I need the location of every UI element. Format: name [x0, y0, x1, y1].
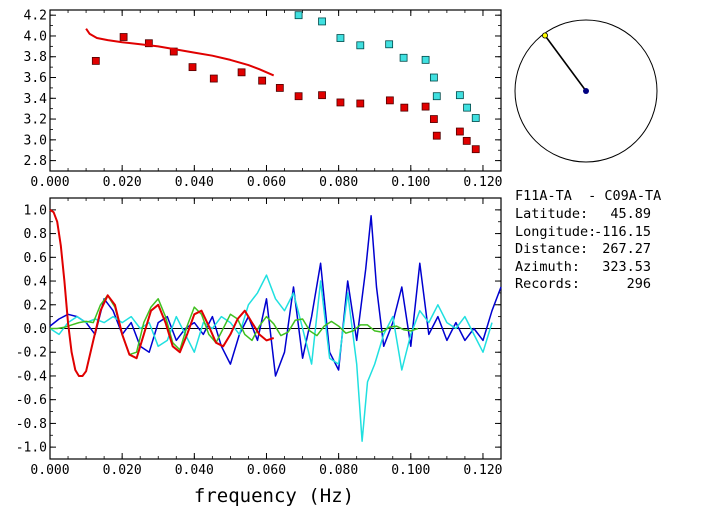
top-y-tick-label: 3.8: [24, 50, 47, 65]
top-x-tick-label: 0.100: [391, 175, 430, 190]
cyan-square-point: [385, 40, 394, 49]
bottom-x-tick-label: 0.000: [30, 463, 69, 478]
top-plot-frame: [49, 9, 502, 172]
compass-tip-marker: [542, 32, 549, 39]
red-square-point: [385, 96, 394, 105]
cyan-square-point: [455, 91, 464, 100]
x-axis-title: frequency (Hz): [194, 485, 354, 507]
latitude-value: 45.89: [610, 206, 651, 222]
cyan-square-point: [356, 41, 365, 50]
red-square-point: [336, 98, 345, 107]
longitude-value: -116.15: [594, 224, 651, 240]
red-square-point: [275, 84, 284, 92]
red-square-point: [432, 131, 441, 140]
station-pair: F11A-TA - C09A-TA: [515, 188, 661, 204]
bottom-ticks: 0.000 0.020 0.040 0.060 0.080 0.100 0.120 1.0 0.…: [16, 197, 503, 478]
compass-center-dot: [583, 88, 589, 94]
red-square-point: [294, 92, 303, 101]
red-square-point: [258, 76, 267, 85]
red-square-point: [356, 99, 365, 108]
red-square-point: [421, 102, 430, 111]
bottom-x-tick-label: 0.100: [391, 463, 430, 478]
cyan-square-point: [421, 55, 430, 64]
bottom-y-tick-label: -0.4: [16, 369, 47, 384]
red-square-point: [237, 68, 246, 77]
top-y-tick-label: 4.2: [24, 9, 47, 24]
top-y-tick-label: 4.0: [24, 29, 47, 44]
top-y-tick-label: 3.2: [24, 113, 47, 128]
top-y-tick-label: 3.6: [24, 71, 47, 86]
compass-needle: [544, 35, 587, 92]
bottom-y-tick-label: -0.8: [16, 417, 47, 432]
bottom-y-tick-label: 0.6: [24, 251, 47, 266]
bottom-x-tick-label: 0.080: [319, 463, 358, 478]
cyan-series-line: [49, 274, 493, 442]
top-x-tick-label: 0.120: [463, 175, 502, 190]
blue-series-line: [49, 215, 502, 377]
red-square-point: [400, 103, 409, 112]
cyan-square-point: [336, 34, 345, 42]
distance-value: 267.27: [602, 241, 651, 257]
red-series-line: [49, 209, 275, 377]
bottom-y-tick-label: -0.6: [16, 393, 47, 408]
top-y-tick-label: 3.4: [24, 92, 48, 107]
top-y-tick-label: 2.8: [24, 154, 47, 169]
red-square-point: [91, 56, 100, 65]
azimuth-compass: [514, 19, 658, 163]
bottom-y-tick-label: 0.0: [24, 322, 47, 337]
cyan-square-point: [399, 53, 408, 62]
top-x-tick-label: 0.040: [175, 175, 214, 190]
distance-label: Distance:: [515, 241, 588, 257]
bottom-x-tick-label: 0.120: [463, 463, 502, 478]
red-square-point: [119, 33, 128, 41]
bottom-x-tick-label: 0.020: [103, 463, 142, 478]
bottom-y-tick-label: -0.2: [16, 346, 47, 361]
red-square-point: [209, 74, 218, 83]
red-square-point: [429, 115, 438, 123]
records-value: 296: [627, 276, 651, 292]
records-label: Records:: [515, 276, 580, 292]
top-x-tick-label: 0.000: [30, 175, 69, 190]
cyan-square-point: [463, 103, 471, 112]
top-x-tick-label: 0.080: [319, 175, 358, 190]
azimuth-label: Azimuth:: [515, 259, 580, 275]
cyan-square-point: [471, 114, 480, 122]
compass-circle: [514, 19, 658, 163]
bottom-x-tick-label: 0.060: [247, 463, 286, 478]
red-square-point: [188, 63, 197, 72]
bottom-y-tick-label: 0.2: [24, 298, 47, 313]
red-square-point: [318, 91, 326, 100]
red-curve-series-line: [85, 28, 275, 77]
longitude-label: Longitude:: [515, 224, 596, 240]
azimuth-value: 323.53: [602, 259, 651, 275]
red-square-point: [144, 39, 153, 48]
top-panel: 0.000 0.020 0.040 0.060 0.080 0.100 0.120 2.8 3.…: [24, 9, 503, 190]
latitude-label: Latitude:: [515, 206, 588, 222]
bottom-y-tick-label: -1.0: [16, 441, 47, 456]
top-ticks: 0.000 0.020 0.040 0.060 0.080 0.100 0.120 2.8 3.…: [24, 9, 503, 190]
cyan-square-point: [429, 73, 438, 82]
cyan-square-point: [318, 17, 326, 26]
station-info: F11A-TA - C09A-TA Latitude: 45.89 Longit…: [515, 188, 661, 292]
bottom-panel: 0.000 0.020 0.040 0.060 0.080 0.100 0.120 1.0 0.…: [16, 197, 503, 507]
red-square-point: [169, 47, 178, 56]
bottom-y-tick-label: 1.0: [24, 203, 47, 218]
cyan-square-point: [294, 11, 303, 20]
bottom-x-tick-label: 0.040: [175, 463, 214, 478]
bottom-series: [49, 209, 502, 442]
bottom-y-tick-label: 0.4: [24, 275, 48, 290]
top-y-tick-label: 3.0: [24, 133, 47, 148]
red-square-point: [462, 136, 471, 145]
top-x-tick-label: 0.060: [247, 175, 286, 190]
top-series: [85, 11, 480, 154]
cyan-square-point: [432, 92, 441, 101]
top-x-tick-label: 0.020: [103, 175, 142, 190]
red-square-point: [455, 127, 464, 136]
bottom-y-tick-label: 0.8: [24, 227, 47, 242]
red-square-point: [471, 145, 480, 154]
